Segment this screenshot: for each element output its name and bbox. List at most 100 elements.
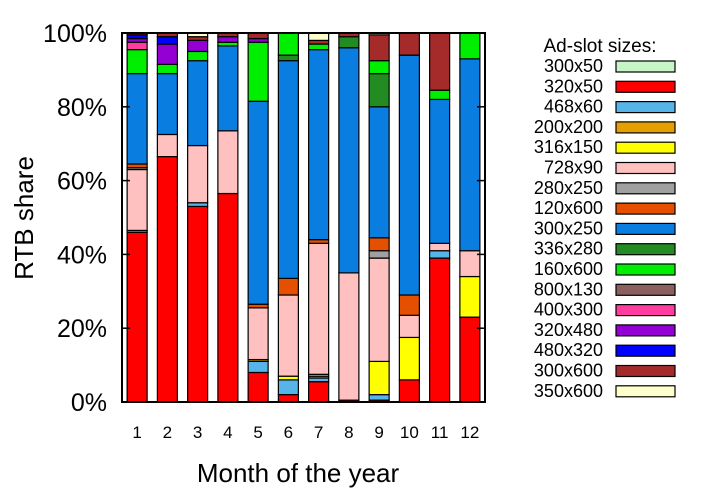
x-tick-label: 10 <box>400 423 419 442</box>
x-tick-label: 3 <box>193 423 202 442</box>
x-axis-label: Month of the year <box>197 458 400 488</box>
bar-segment-300x600-month-9 <box>368 34 390 62</box>
legend-label-468x60: 468x60 <box>544 97 603 117</box>
bar-segment-728x90-month-11 <box>429 242 451 252</box>
y-tick-label: 20% <box>57 315 107 343</box>
bar-segment-320x50-month-11 <box>429 257 451 403</box>
bar-segment-300x250-month-3 <box>187 60 209 147</box>
legend-label-400x300: 400x300 <box>534 300 603 320</box>
legend-swatch-350x600 <box>615 385 676 398</box>
bar-segment-160x600-month-3 <box>187 50 209 62</box>
bar-segment-160x600-month-5 <box>247 41 269 102</box>
legend-label-316x150: 316x150 <box>534 137 603 157</box>
bar-segment-728x90-month-2 <box>156 133 178 158</box>
legend-swatch-160x600 <box>615 263 676 276</box>
legend-swatch-468x60 <box>615 100 676 114</box>
bar-segment-320x480-month-3 <box>187 39 209 53</box>
bar-segment-320x50-month-4 <box>217 192 239 403</box>
bar-segment-728x90-month-5 <box>247 307 269 361</box>
bar-segment-728x90-month-1 <box>126 168 148 232</box>
bar-segment-300x250-month-2 <box>156 72 178 136</box>
bar-segment-320x50-month-1 <box>126 231 148 403</box>
bar-segment-468x60-month-9 <box>368 394 390 401</box>
bar-segment-336x280-month-9 <box>368 72 390 108</box>
y-tick-label: 0% <box>71 389 107 417</box>
bar-segment-728x90-month-7 <box>308 242 330 375</box>
x-tick-label: 5 <box>253 423 262 442</box>
bar-segment-728x90-month-6 <box>277 294 299 377</box>
plot-frame <box>121 32 486 403</box>
legend-swatch-316x150 <box>615 141 676 154</box>
legend-label-800x130: 800x130 <box>534 279 603 299</box>
bar-segment-468x60-month-6 <box>277 379 299 396</box>
bar-segment-120x600-month-9 <box>368 237 390 252</box>
bar-segment-320x50-month-12 <box>459 316 481 403</box>
legend-label-320x480: 320x480 <box>534 320 603 340</box>
bar-segment-320x50-month-5 <box>247 371 269 403</box>
bar-segment-728x90-month-4 <box>217 130 239 195</box>
legend-label-160x600: 160x600 <box>534 259 603 279</box>
bar-segment-120x600-month-6 <box>277 277 299 296</box>
bar-segment-320x50-month-7 <box>308 381 330 403</box>
bar-segment-160x600-month-6 <box>277 32 299 56</box>
legend-label-200x200: 200x200 <box>534 117 603 137</box>
legend-title: Ad-slot sizes: <box>544 36 657 57</box>
bar-segment-316x150-month-9 <box>368 360 390 396</box>
bar-segment-320x480-month-4 <box>217 36 239 43</box>
legend-label-320x50: 320x50 <box>544 76 603 96</box>
x-axis: 1 2 3 4 5 6 7 8 9 10 11 12 <box>132 423 479 442</box>
bar-segment-320x50-month-6 <box>277 394 299 403</box>
x-tick-label: 4 <box>223 423 232 442</box>
bar-segment-160x600-month-12 <box>459 32 481 60</box>
bar-segment-280x250-month-9 <box>368 250 390 259</box>
bar-segment-468x60-month-11 <box>429 250 451 259</box>
bar-segment-320x50-month-10 <box>398 379 420 403</box>
legend-label-300x600: 300x600 <box>534 361 603 381</box>
bar-segment-400x300-month-1 <box>126 41 148 51</box>
bar-segment-728x90-month-3 <box>187 144 209 204</box>
bar-segment-160x600-month-11 <box>429 89 451 101</box>
y-tick-label: 80% <box>57 94 107 122</box>
y-axis-label: RTB share <box>9 156 39 280</box>
legend-label-300x250: 300x250 <box>534 218 603 238</box>
legend-swatch-320x480 <box>615 324 676 337</box>
legend-label-280x250: 280x250 <box>534 178 603 198</box>
legend-swatch-320x50 <box>615 80 676 93</box>
bar-segment-336x280-month-8 <box>338 36 360 49</box>
bar-segment-316x150-month-12 <box>459 275 481 318</box>
bar-segment-336x280-month-6 <box>277 54 299 62</box>
bar-segment-300x600-month-10 <box>398 32 420 56</box>
y-tick-label: 100% <box>43 20 107 48</box>
x-tick-label: 12 <box>460 423 479 442</box>
bar-segment-728x90-month-8 <box>338 272 360 401</box>
bar-segment-300x250-month-10 <box>398 54 420 296</box>
bar-segment-300x250-month-9 <box>368 106 390 239</box>
bar-segment-300x250-month-5 <box>247 100 269 305</box>
y-axis: 0% 20% 40% 60% 80% 100% <box>43 20 485 417</box>
bar-segment-728x90-month-10 <box>398 314 420 339</box>
bar-segment-300x250-month-7 <box>308 49 330 241</box>
bar-segment-160x600-month-7 <box>308 43 330 51</box>
legend-swatch-200x200 <box>615 121 676 134</box>
x-tick-label: 1 <box>132 423 141 442</box>
legend-label-480x320: 480x320 <box>534 340 603 360</box>
bar-segment-480x320-month-2 <box>156 36 178 45</box>
legend-swatch-728x90 <box>615 161 676 175</box>
bar-segment-300x250-month-6 <box>277 60 299 279</box>
bar-segment-320x50-month-2 <box>156 156 178 403</box>
bar-segment-728x90-month-12 <box>459 250 481 278</box>
bar-segment-320x50-month-3 <box>187 205 209 403</box>
x-tick-label: 8 <box>344 423 353 442</box>
legend-swatch-400x300 <box>615 304 676 317</box>
y-tick-label: 40% <box>57 241 107 269</box>
x-tick-label: 6 <box>284 423 293 442</box>
bar-segment-300x250-month-12 <box>459 58 481 252</box>
bar-segment-300x250-month-1 <box>126 72 148 165</box>
bar-segment-300x600-month-11 <box>429 32 451 91</box>
legend-swatch-120x600 <box>615 202 676 215</box>
bar-segment-120x600-month-10 <box>398 294 420 316</box>
bar-segment-320x480-month-2 <box>156 43 178 65</box>
bars-layer <box>126 32 481 403</box>
legend-swatch-800x130 <box>615 283 676 296</box>
